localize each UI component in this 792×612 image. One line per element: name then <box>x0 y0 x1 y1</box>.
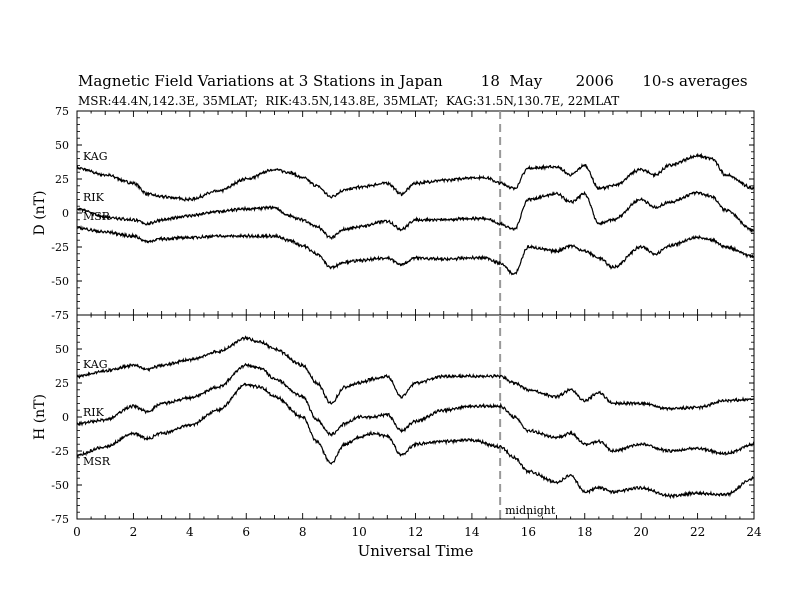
x-tick-label: 10 <box>351 525 366 539</box>
series-label-msr: MSR <box>83 210 111 223</box>
chart-subtitle: MSR:44.4N,142.3E, 35MLAT; RIK:43.5N,143.… <box>78 94 620 108</box>
y-tick-label: -75 <box>51 309 69 322</box>
y-tick-label: 0 <box>62 411 69 424</box>
y-tick-label: 75 <box>55 105 69 118</box>
x-tick-label: 2 <box>130 525 138 539</box>
series-line-rik-d <box>76 190 755 241</box>
x-axis-label: Universal Time <box>358 542 474 560</box>
y-tick-label: 50 <box>55 343 69 356</box>
series-label-msr: MSR <box>83 455 111 468</box>
x-tick-label: 16 <box>521 525 536 539</box>
y-tick-label: 25 <box>55 173 69 186</box>
y-tick-label: 0 <box>62 207 69 220</box>
y-tick-label: 50 <box>55 139 69 152</box>
chart-title: Magnetic Field Variations at 3 Stations … <box>78 72 748 90</box>
x-tick-label: 4 <box>186 525 194 539</box>
series-label-kag: KAG <box>83 150 108 163</box>
panel-frame-H <box>76 314 755 520</box>
x-tick-label: 14 <box>464 525 480 539</box>
y-tick-label: 25 <box>55 377 69 390</box>
midnight-label: midnight <box>505 504 556 517</box>
series-line-msr-h <box>76 382 755 500</box>
y-tick-label: -50 <box>51 275 69 288</box>
y-tick-label: -25 <box>51 445 69 458</box>
y-axis-label-D: D (nT) <box>32 191 48 236</box>
x-tick-label: 22 <box>690 525 705 539</box>
x-tick-label: 6 <box>242 525 250 539</box>
series-line-kag-d <box>76 152 755 202</box>
series-label-kag: KAG <box>83 358 108 371</box>
x-tick-label: 18 <box>577 525 592 539</box>
series-label-rik: RIK <box>83 406 105 419</box>
panel-frame-D <box>76 110 755 316</box>
series-line-rik-h <box>76 362 755 456</box>
y-tick-label: -75 <box>51 513 69 526</box>
series-label-rik: RIK <box>83 191 105 204</box>
series-line-msr-d <box>76 225 755 276</box>
y-axis-label-H: H (nT) <box>32 394 48 440</box>
x-tick-label: 20 <box>634 525 649 539</box>
x-tick-label: 8 <box>299 525 307 539</box>
x-tick-label: 12 <box>408 525 423 539</box>
x-tick-label: 24 <box>746 525 762 539</box>
y-tick-label: -25 <box>51 241 69 254</box>
y-tick-label: -50 <box>51 479 69 492</box>
series-line-kag-h <box>76 335 755 412</box>
x-tick-label: 0 <box>73 525 81 539</box>
